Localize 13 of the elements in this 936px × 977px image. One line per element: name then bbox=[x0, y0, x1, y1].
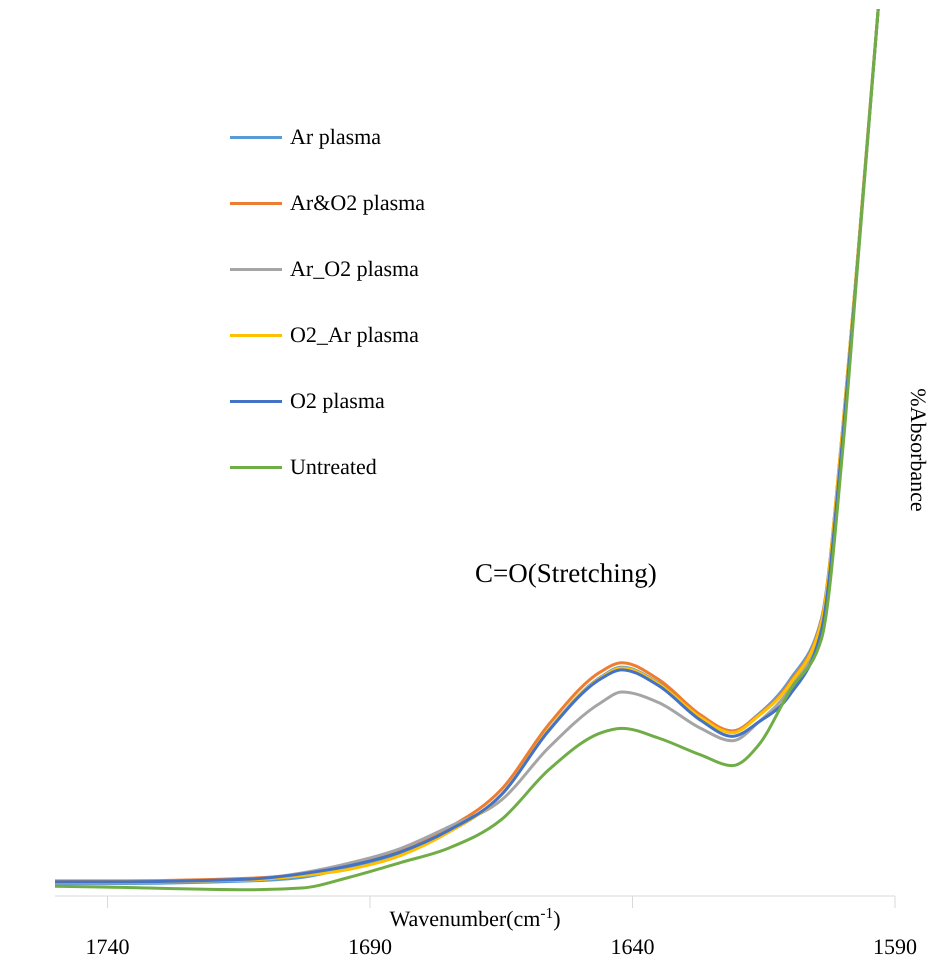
y-axis-title: %Absorbance bbox=[905, 388, 931, 512]
x-tick-label: 1640 bbox=[610, 934, 654, 959]
legend-label: Untreated bbox=[290, 454, 377, 480]
x-axis-title: Wavenumber(cm$^{-1}$) bbox=[389, 904, 561, 931]
legend-label: Ar_O2 plasma bbox=[290, 256, 419, 282]
x-tick-label: 1590 bbox=[873, 934, 917, 959]
annotation: C=O(Stretching) bbox=[475, 558, 657, 589]
legend-label: O2 plasma bbox=[290, 388, 385, 414]
legend-label: Ar&O2 plasma bbox=[290, 190, 426, 216]
x-tick-label: 1740 bbox=[86, 934, 130, 959]
legend-label: Ar plasma bbox=[290, 124, 382, 150]
x-tick-label: 1690 bbox=[348, 934, 392, 959]
legend-label: O2_Ar plasma bbox=[290, 322, 419, 348]
